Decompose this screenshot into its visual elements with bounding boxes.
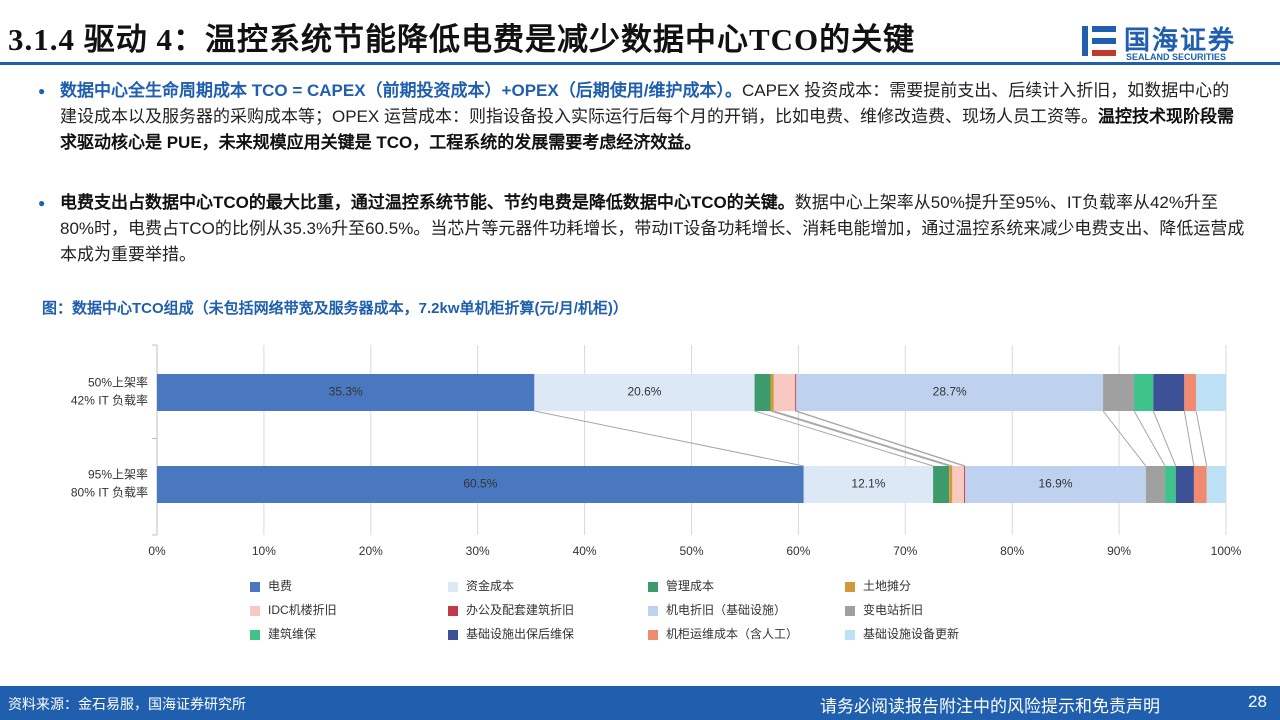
legend-swatch [648, 630, 658, 640]
connector-line [1102, 410, 1147, 467]
bar-segment [949, 466, 953, 503]
data-label: 35.3% [329, 385, 363, 399]
data-label: 20.6% [627, 385, 661, 399]
bullet-lead: 电费支出占数据中心TCO的最大比重，通过温控系统节能、节约电费是降低数据中心TC… [60, 193, 795, 212]
connector-line [773, 410, 953, 467]
bar-segment [1206, 466, 1226, 503]
bar-segment [773, 374, 796, 411]
x-tick-label: 80% [1000, 544, 1024, 558]
bar-segment [1103, 374, 1135, 411]
y-tick-label: 42% IT 负载率 [71, 393, 148, 408]
x-tick-label: 60% [786, 544, 810, 558]
logo-mark [1082, 26, 1116, 56]
x-tick-label: 90% [1107, 544, 1131, 558]
bar-segment [933, 466, 950, 503]
legend-swatch [250, 606, 260, 616]
x-tick-label: 30% [466, 544, 490, 558]
page-number: 28 [1248, 692, 1267, 711]
legend-swatch [448, 630, 458, 640]
x-tick-label: 0% [148, 544, 166, 558]
legend-label: 资金成本 [466, 578, 514, 593]
connector-line [796, 410, 966, 467]
bullet: 电费支出占数据中心TCO的最大比重，通过温控系统节能、节约电费是降低数据中心TC… [38, 190, 1245, 268]
connector-line [1195, 410, 1208, 467]
bullet: 数据中心全生命周期成本 TCO = CAPEX（前期投资成本）+OPEX（后期使… [38, 78, 1245, 156]
footer-note: 请务必阅读报告附注中的风险提示和免责声明 [820, 697, 1160, 716]
legend-label: 基础设施出保后维保 [466, 627, 574, 641]
connector-line [534, 410, 804, 467]
bar-segment [964, 466, 966, 503]
bullet-text: 数据中心上架率从50%提升至95%、IT负载率从42%升至80%时，电费占TCO… [60, 193, 1245, 264]
header-rule [0, 62, 1280, 65]
bar-segment [1153, 374, 1185, 411]
legend-swatch [250, 582, 260, 592]
bar-segment [795, 374, 797, 411]
footer-source: 资料来源：金石易服，国海证券研究所 [8, 696, 246, 712]
y-tick-label: 95%上架率 [88, 467, 148, 482]
bullet-text: CAPEX 投资成本：需要提前支出、后续计入折旧，如数据中心的建设成本以及服务器… [60, 81, 1230, 126]
legend-swatch [845, 582, 855, 592]
bar-segment [965, 466, 1146, 503]
legend-label: 管理成本 [666, 578, 714, 593]
data-label: 12.1% [851, 477, 885, 491]
bar-segment [157, 374, 535, 411]
y-tick-label: 80% IT 负载率 [71, 485, 148, 500]
y-tick-label: 50%上架率 [88, 375, 148, 390]
bar-segment [1134, 374, 1154, 411]
legend-label: 电费 [268, 579, 292, 593]
legend-label: IDC机楼折旧 [268, 602, 337, 617]
x-tick-label: 40% [573, 544, 597, 558]
bar-segment [1175, 466, 1194, 503]
bar-segment [754, 374, 771, 411]
x-tick-label: 10% [252, 544, 276, 558]
bar-segment [952, 466, 965, 503]
bar-segment [1193, 466, 1207, 503]
footer: 资料来源：金石易服，国海证券研究所 请务必阅读报告附注中的风险提示和免责声明 2… [0, 686, 1280, 720]
bar-segment [803, 466, 934, 503]
legend-swatch [448, 582, 458, 592]
bar-segment [534, 374, 755, 411]
legend-swatch [448, 606, 458, 616]
bar-segment [770, 374, 774, 411]
connector-line [1152, 410, 1177, 467]
logo-text: 国海证券 [1124, 25, 1237, 55]
legend-swatch [648, 582, 658, 592]
legend-swatch [250, 630, 260, 640]
legend-label: 机柜运维成本（含人工） [666, 626, 798, 641]
bar-segment [796, 374, 1104, 411]
legend-label: 土地摊分 [863, 579, 911, 593]
x-tick-label: 50% [679, 544, 703, 558]
bullet-emphasis: 温控技术现阶段需求驱动核心是 PUE，未来规模应用关键是 TCO，工程系统的发展… [60, 107, 1234, 152]
header-title: 3.1.4 驱动 4：温控系统节能降低电费是减少数据中心TCO的关键 [8, 22, 916, 57]
bar-segment [1145, 466, 1166, 503]
data-label: 16.9% [1038, 477, 1072, 491]
legend-swatch [845, 630, 855, 640]
legend-label: 建筑维保 [268, 626, 316, 641]
chart-title: 图：数据中心TCO组成（未包括网络带宽及服务器成本，7.2kw单机柜折算(元/月… [42, 300, 628, 317]
logo: 国海证券 SEALAND SECURITIES [1080, 20, 1270, 62]
connector-line [754, 410, 934, 467]
logo-subtext: SEALAND SECURITIES [1126, 52, 1227, 62]
x-tick-label: 70% [893, 544, 917, 558]
bar-segment [157, 466, 804, 503]
legend-label: 机电折旧（基础设施） [666, 602, 786, 617]
data-label: 60.5% [463, 477, 497, 491]
connector-line [1133, 410, 1166, 467]
bar-segment [1184, 374, 1197, 411]
legend-swatch [845, 606, 855, 616]
legend-label: 基础设施设备更新 [863, 626, 959, 641]
legend-label: 变电站折旧 [863, 602, 923, 617]
connector-line [1183, 410, 1195, 467]
x-tick-label: 100% [1211, 544, 1242, 558]
legend-label: 办公及配套建筑折旧 [466, 602, 574, 617]
legend-swatch [648, 606, 658, 616]
bar-segment [1165, 466, 1176, 503]
x-tick-label: 20% [359, 544, 383, 558]
data-label: 28.7% [933, 385, 967, 399]
bar-segment [1196, 374, 1226, 411]
bullet-lead: 数据中心全生命周期成本 TCO = CAPEX（前期投资成本）+OPEX（后期使… [60, 81, 742, 100]
connector-line [770, 410, 950, 467]
